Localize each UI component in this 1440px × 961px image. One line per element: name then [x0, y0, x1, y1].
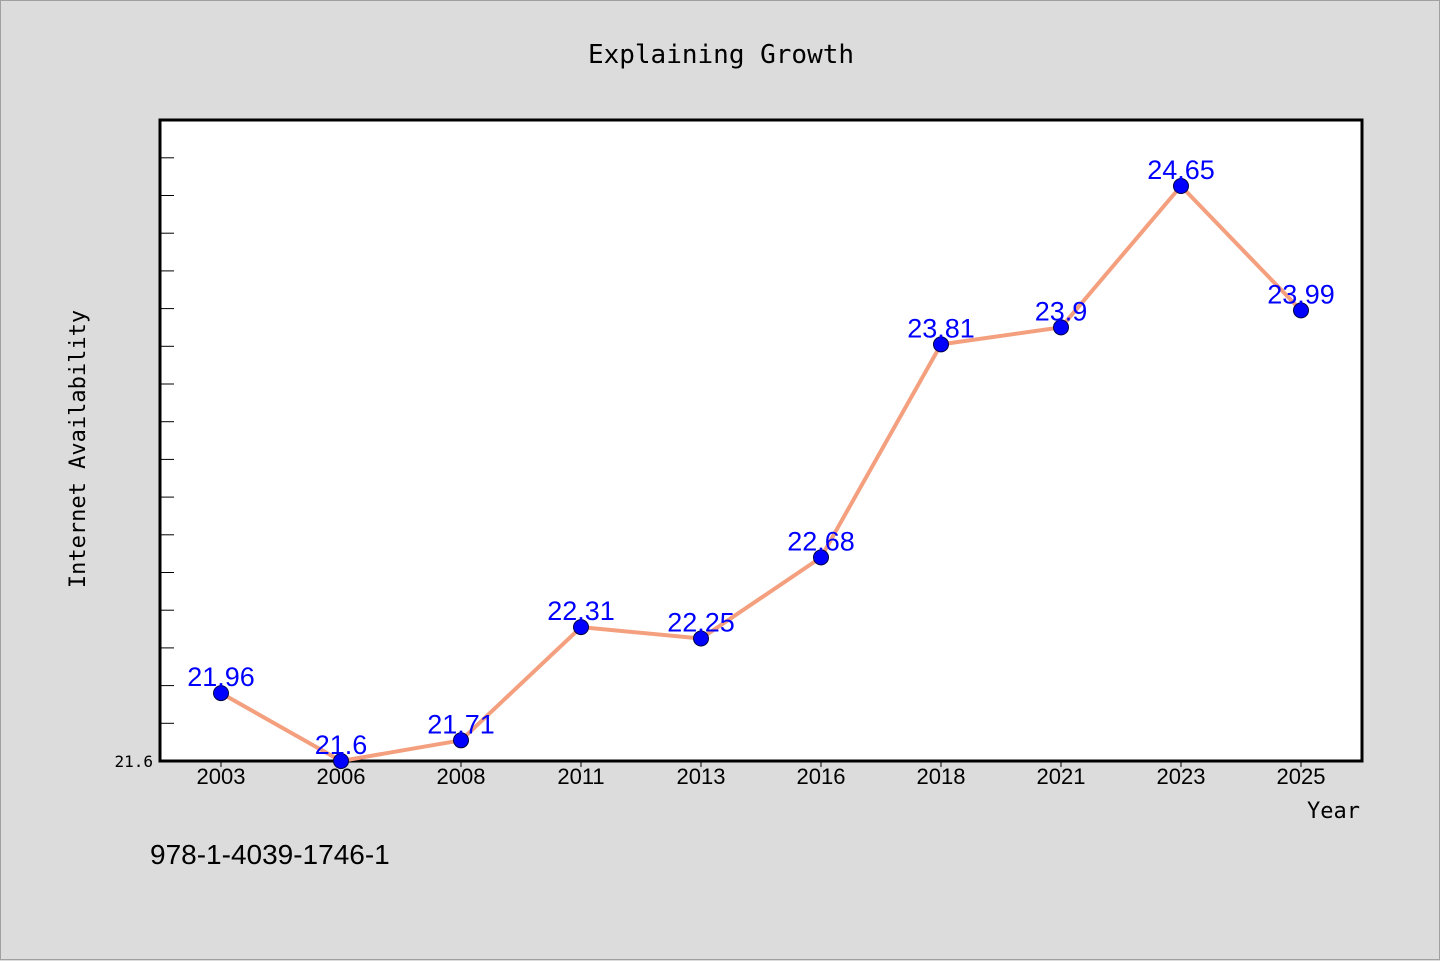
- y-axis-label: Internet Availability: [66, 310, 91, 588]
- y-axis-ticks: [160, 157, 174, 762]
- data-label: 22.25: [667, 608, 735, 638]
- data-point: [813, 549, 829, 566]
- x-tick-label: 2018: [917, 764, 966, 789]
- x-tick-label: 2021: [1037, 764, 1086, 789]
- data-point: [1173, 178, 1189, 194]
- data-label: 24.65: [1147, 155, 1215, 185]
- series-layer: 21.96 21.6 21.71 22.31 22.25 22.68 23.81 23.9 24…: [187, 155, 1335, 769]
- x-tick-label: 2025: [1277, 764, 1326, 789]
- y-tick-label: 21.6: [114, 752, 153, 771]
- x-tick-label: 2016: [797, 764, 846, 789]
- data-label: 23.81: [907, 313, 975, 343]
- data-point: [213, 685, 229, 702]
- x-tick-label: 2013: [677, 764, 726, 789]
- data-point: [453, 732, 469, 749]
- x-tick-label: 2008: [437, 764, 486, 789]
- data-label: 23.99: [1267, 279, 1335, 309]
- data-label: 21.6: [315, 730, 368, 760]
- data-point: [1293, 302, 1309, 319]
- data-point: [1053, 319, 1069, 336]
- data-point: [693, 630, 709, 647]
- plot-area: [158, 118, 1364, 763]
- x-tick-label: 2023: [1157, 764, 1206, 789]
- data-label: 21.96: [187, 662, 255, 692]
- x-tick-label: 2011: [557, 764, 604, 789]
- x-axis-label: Year: [1307, 799, 1360, 824]
- data-point: [933, 336, 949, 353]
- chart-title: Explaining Growth: [588, 40, 854, 70]
- series-line: [220, 184, 1303, 763]
- data-label: 22.68: [787, 526, 855, 556]
- data-label: 23.9: [1035, 296, 1088, 326]
- data-point: [333, 753, 349, 769]
- data-label: 22.31: [547, 596, 615, 626]
- footnote: 978-1-4039-1746-1: [150, 839, 390, 870]
- x-axis-ticks: 2003 2006 2008 2011 2013 2016 2018 2021 2023 2025: [197, 761, 1326, 789]
- x-tick-label: 2003: [197, 764, 246, 789]
- data-label: 21.71: [427, 709, 495, 739]
- data-point: [573, 619, 589, 636]
